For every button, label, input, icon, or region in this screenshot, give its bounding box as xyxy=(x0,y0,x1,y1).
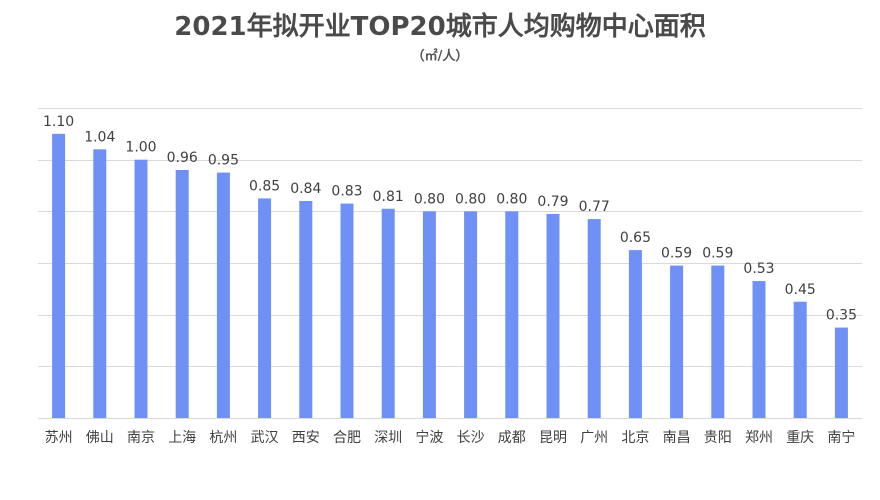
data-label: 0.85 xyxy=(249,178,280,194)
x-tick-label: 苏州 xyxy=(45,430,73,446)
bar xyxy=(834,327,848,418)
x-tick-label: 深圳 xyxy=(374,430,402,446)
x-tick-label: 西安 xyxy=(292,430,320,446)
data-label: 0.35 xyxy=(826,308,857,324)
bar xyxy=(464,211,478,418)
bar xyxy=(422,211,436,418)
bar xyxy=(546,213,560,418)
bar xyxy=(216,172,230,418)
chart-subtitle: （㎡/人） xyxy=(411,49,469,64)
data-label: 0.96 xyxy=(167,150,198,166)
data-label: 0.45 xyxy=(785,282,816,298)
x-tick-label: 上海 xyxy=(168,430,196,446)
x-tick-label: 南京 xyxy=(127,430,155,446)
x-tick-label: 贵阳 xyxy=(704,430,732,446)
x-tick-label: 合肥 xyxy=(333,430,361,446)
data-label: 0.80 xyxy=(455,191,486,207)
bar xyxy=(381,208,395,418)
x-tick-label: 长沙 xyxy=(457,430,485,446)
bar xyxy=(340,203,354,418)
data-label: 0.80 xyxy=(496,191,527,207)
data-label: 0.84 xyxy=(290,181,321,197)
bar xyxy=(299,201,313,418)
data-label: 0.65 xyxy=(620,230,651,246)
data-label: 0.53 xyxy=(743,261,774,277)
x-tick-label: 宁波 xyxy=(415,429,443,446)
x-tick-label: 广州 xyxy=(580,430,608,446)
x-tick-label: 武汉 xyxy=(251,430,279,446)
data-label: 1.10 xyxy=(43,114,74,130)
x-tick-label: 郑州 xyxy=(745,430,773,446)
data-label: 0.95 xyxy=(208,153,239,169)
bar xyxy=(752,281,766,418)
data-label: 0.59 xyxy=(661,246,692,262)
bar xyxy=(670,265,684,418)
data-label: 0.59 xyxy=(702,246,733,262)
x-tick-label: 北京 xyxy=(621,430,649,446)
data-label: 0.83 xyxy=(331,184,362,200)
x-tick-label: 成都 xyxy=(498,430,526,446)
x-tick-label: 杭州 xyxy=(209,430,237,446)
data-label: 0.79 xyxy=(537,194,568,210)
data-label: 1.04 xyxy=(84,129,115,145)
bar xyxy=(793,301,807,418)
data-label: 1.00 xyxy=(125,140,156,156)
bar xyxy=(52,133,66,418)
x-tick-label: 佛山 xyxy=(86,430,114,446)
chart-title: 2021年拟开业TOP20城市人均购物中心面积 xyxy=(174,12,706,42)
bar xyxy=(628,250,642,418)
bar xyxy=(587,219,601,418)
data-label: 0.80 xyxy=(414,191,445,207)
bar xyxy=(258,198,272,418)
x-tick-label: 南宁 xyxy=(827,429,855,446)
x-tick-label: 重庆 xyxy=(786,430,814,446)
x-tick-label: 昆明 xyxy=(539,430,567,446)
bar xyxy=(93,149,107,418)
data-label: 0.81 xyxy=(373,189,404,205)
data-label: 0.77 xyxy=(579,199,610,215)
bar xyxy=(134,159,148,419)
bar xyxy=(711,265,725,418)
x-tick-label: 南昌 xyxy=(663,430,691,446)
bar xyxy=(505,211,519,418)
bar xyxy=(175,170,189,418)
